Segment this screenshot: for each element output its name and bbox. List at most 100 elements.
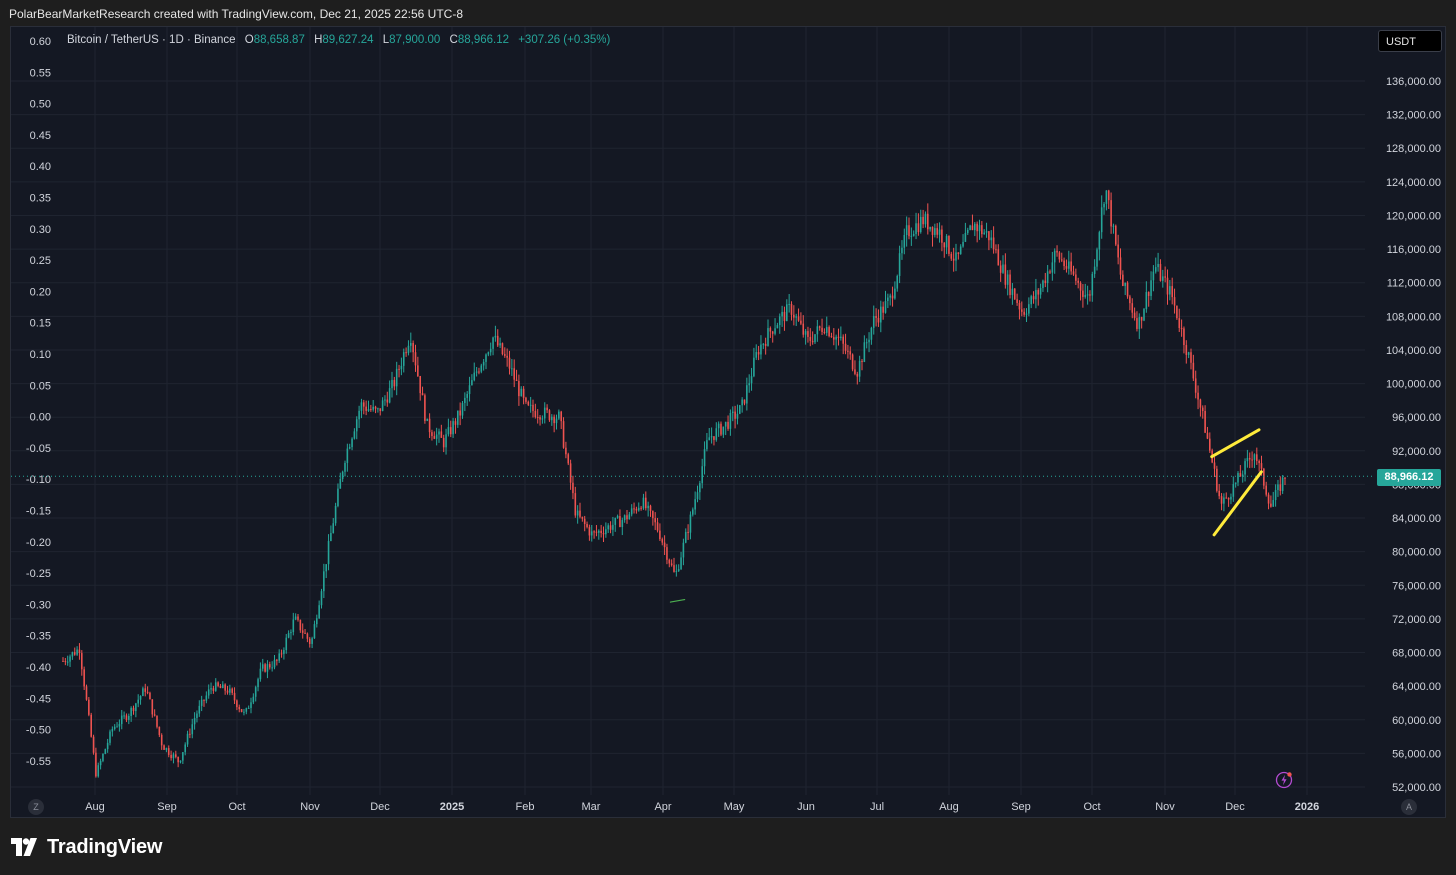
candle-body [696, 492, 699, 500]
candle-body [351, 438, 353, 448]
candle-body [1016, 299, 1018, 303]
candle-body [1049, 271, 1051, 273]
candle-body [593, 531, 595, 533]
candle-body [1176, 305, 1178, 319]
brand-footer[interactable]: TradingView [11, 834, 162, 860]
candle-body [1192, 362, 1195, 379]
candle-body [1079, 282, 1082, 291]
candle-body [943, 242, 946, 248]
candle-body [182, 752, 184, 761]
candle-body [489, 348, 492, 353]
candle-body [1140, 317, 1143, 321]
candle-body [1065, 266, 1068, 269]
candle-body [952, 258, 955, 261]
candle-body [128, 716, 130, 720]
candle-body [508, 357, 511, 369]
price-axis-tick: 100,000.00 [1386, 379, 1441, 391]
candle-body [1086, 294, 1089, 296]
candle-body [410, 343, 412, 346]
time-axis-label: Aug [939, 801, 959, 813]
candle-body [428, 418, 431, 433]
candle-body [1025, 313, 1028, 315]
candle-body [569, 463, 572, 483]
price-axis-tick: 132,000.00 [1386, 110, 1441, 122]
price-chart-svg[interactable]: 136,000.00 132,000.00 128,000.00 124,000.00… [11, 27, 1445, 817]
price-axis-tick: 84,000.00 [1392, 513, 1441, 525]
candle-body [334, 505, 337, 524]
candle-body [663, 542, 666, 548]
time-axis-label: Oct [228, 801, 245, 813]
price-axis-tick: 104,000.00 [1386, 345, 1441, 357]
candle-body [1173, 297, 1176, 306]
candle-body [1230, 496, 1232, 500]
price-axis-tick: 136,000.00 [1386, 76, 1441, 88]
candle-body [1096, 249, 1098, 267]
candle-body [802, 323, 805, 335]
time-axis-label: Aug [85, 801, 105, 813]
candle-body [703, 449, 706, 467]
candle-body [847, 350, 849, 352]
candle-body [414, 352, 417, 366]
candle-body [391, 379, 393, 389]
candle-body [778, 316, 781, 326]
tradingview-logo-icon [11, 838, 37, 856]
candle-body [854, 369, 856, 374]
candle-body [106, 742, 109, 750]
candle-body [186, 733, 189, 745]
candle-body [769, 328, 772, 332]
candle-body [1103, 203, 1105, 208]
candle-body [539, 417, 541, 420]
symbol-name[interactable]: Bitcoin / TetherUS · 1D · Binance [67, 34, 236, 46]
candle-body [518, 380, 520, 397]
candle-body [1197, 392, 1199, 400]
candle-body [264, 664, 266, 672]
left-axis-tick: 0.50 [30, 99, 51, 111]
candle-body [621, 520, 624, 528]
candle-body [320, 591, 323, 606]
time-axis-label: Nov [1155, 801, 1175, 813]
candle-body [1032, 296, 1035, 300]
candle-body [311, 638, 313, 644]
candle-body [341, 471, 344, 479]
zoom-button[interactable]: Z [28, 799, 44, 815]
candle-body [1178, 318, 1181, 328]
candle-body [421, 393, 424, 396]
candle-body [1194, 378, 1197, 393]
candle-body [687, 531, 689, 533]
candle-body [210, 688, 212, 690]
candle-body [83, 669, 85, 687]
candle-body [167, 748, 170, 755]
candle-body [988, 231, 990, 241]
trendline-annotation [1210, 428, 1261, 459]
price-axis-tick: 80,000.00 [1392, 547, 1441, 559]
currency-button[interactable]: USDT [1378, 30, 1442, 52]
candle-body [912, 234, 915, 236]
candle-body [412, 343, 414, 353]
auto-scale-button[interactable]: A [1401, 799, 1417, 815]
lightning-alert-icon[interactable] [1275, 771, 1293, 789]
candle-body [1187, 352, 1190, 355]
candle-body [175, 754, 177, 757]
chart-area[interactable]: 136,000.00 132,000.00 128,000.00 124,000.00… [10, 26, 1446, 818]
candle-body [97, 765, 100, 777]
candle-body [301, 630, 304, 633]
candle-body [66, 661, 69, 663]
candle-body [1091, 273, 1094, 296]
candle-body [102, 753, 104, 761]
candle-body [177, 756, 179, 763]
candle-body [974, 223, 976, 231]
candle-body [372, 406, 374, 410]
candle-body [445, 434, 447, 448]
candle-body [1143, 309, 1145, 321]
left-axis-tick: -0.40 [26, 662, 51, 674]
candle-body [555, 418, 558, 424]
last-price-tag: 88,966.12 [1377, 469, 1441, 486]
left-axis-tick: -0.35 [26, 631, 51, 643]
candle-body [1267, 494, 1270, 504]
left-axis-tick: 0.05 [30, 380, 51, 392]
candle-body [405, 352, 407, 354]
candle-body [1131, 303, 1134, 313]
candle-body [339, 478, 342, 489]
price-axis-tick: 72,000.00 [1392, 614, 1441, 626]
candle-body [546, 407, 548, 411]
